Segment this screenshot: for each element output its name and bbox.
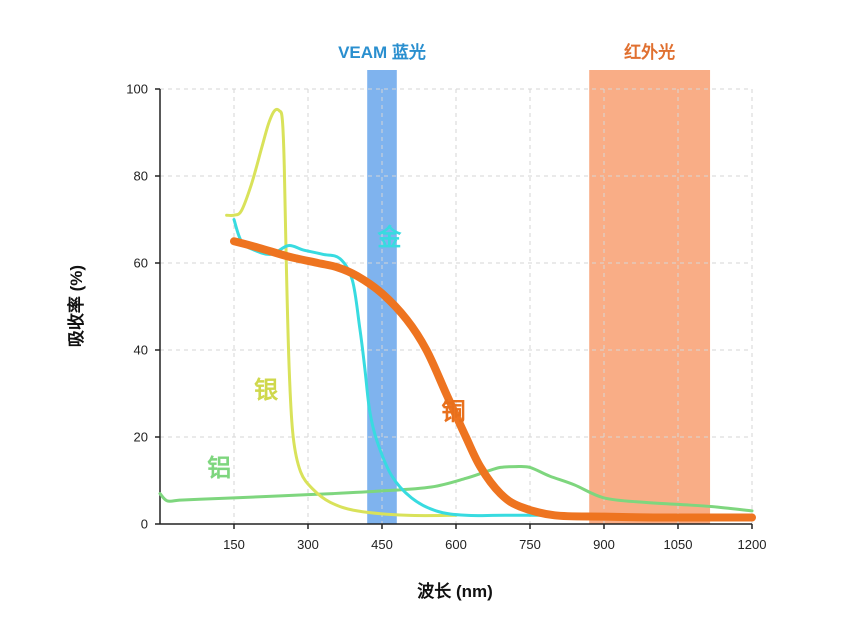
series-label-0: 银 — [254, 376, 279, 404]
x-tick-label-1200: 1200 — [738, 537, 767, 552]
y-tick-label-20: 20 — [134, 430, 148, 445]
grid — [160, 88, 753, 524]
series-labels: 银 金铜铝 — [207, 224, 465, 483]
series-label-2: 铜 — [442, 399, 466, 426]
band-label-1: 红外光 — [624, 42, 675, 62]
x-axis-title: 波长 (nm) — [417, 581, 493, 601]
series-line-0 — [225, 107, 458, 518]
axes: 0 20 40 60 80 100 150 300 450 600 750 900 1050 1200 — [126, 82, 766, 553]
band-1 — [589, 70, 711, 524]
wavelength-bands: VEAM 蓝光 红外光 — [338, 42, 711, 524]
band-label-0: VEAM 蓝光 — [338, 42, 426, 62]
x-tick-label-750: 750 — [519, 537, 541, 552]
x-tick-label-300: 300 — [297, 537, 319, 552]
y-tick-label-100: 100 — [126, 82, 148, 97]
y-axis-title: 吸收率 (%) — [66, 265, 86, 347]
y-tick-label-0: 0 — [141, 517, 148, 532]
x-tick-label-150: 150 — [223, 537, 245, 552]
series-label-3: 铝 — [207, 455, 231, 482]
x-tick-label-1050: 1050 — [664, 537, 693, 552]
y-tick-label-60: 60 — [134, 256, 148, 271]
x-tick-label-450: 450 — [371, 537, 393, 552]
x-tick-label-600: 600 — [445, 537, 467, 552]
y-tick-label-40: 40 — [134, 343, 148, 358]
x-tick-label-900: 900 — [593, 537, 615, 552]
series-line-2 — [230, 237, 756, 522]
series-label-1: 金 — [376, 224, 402, 252]
series-lines — [158, 107, 756, 522]
y-tick-label-80: 80 — [134, 169, 148, 184]
